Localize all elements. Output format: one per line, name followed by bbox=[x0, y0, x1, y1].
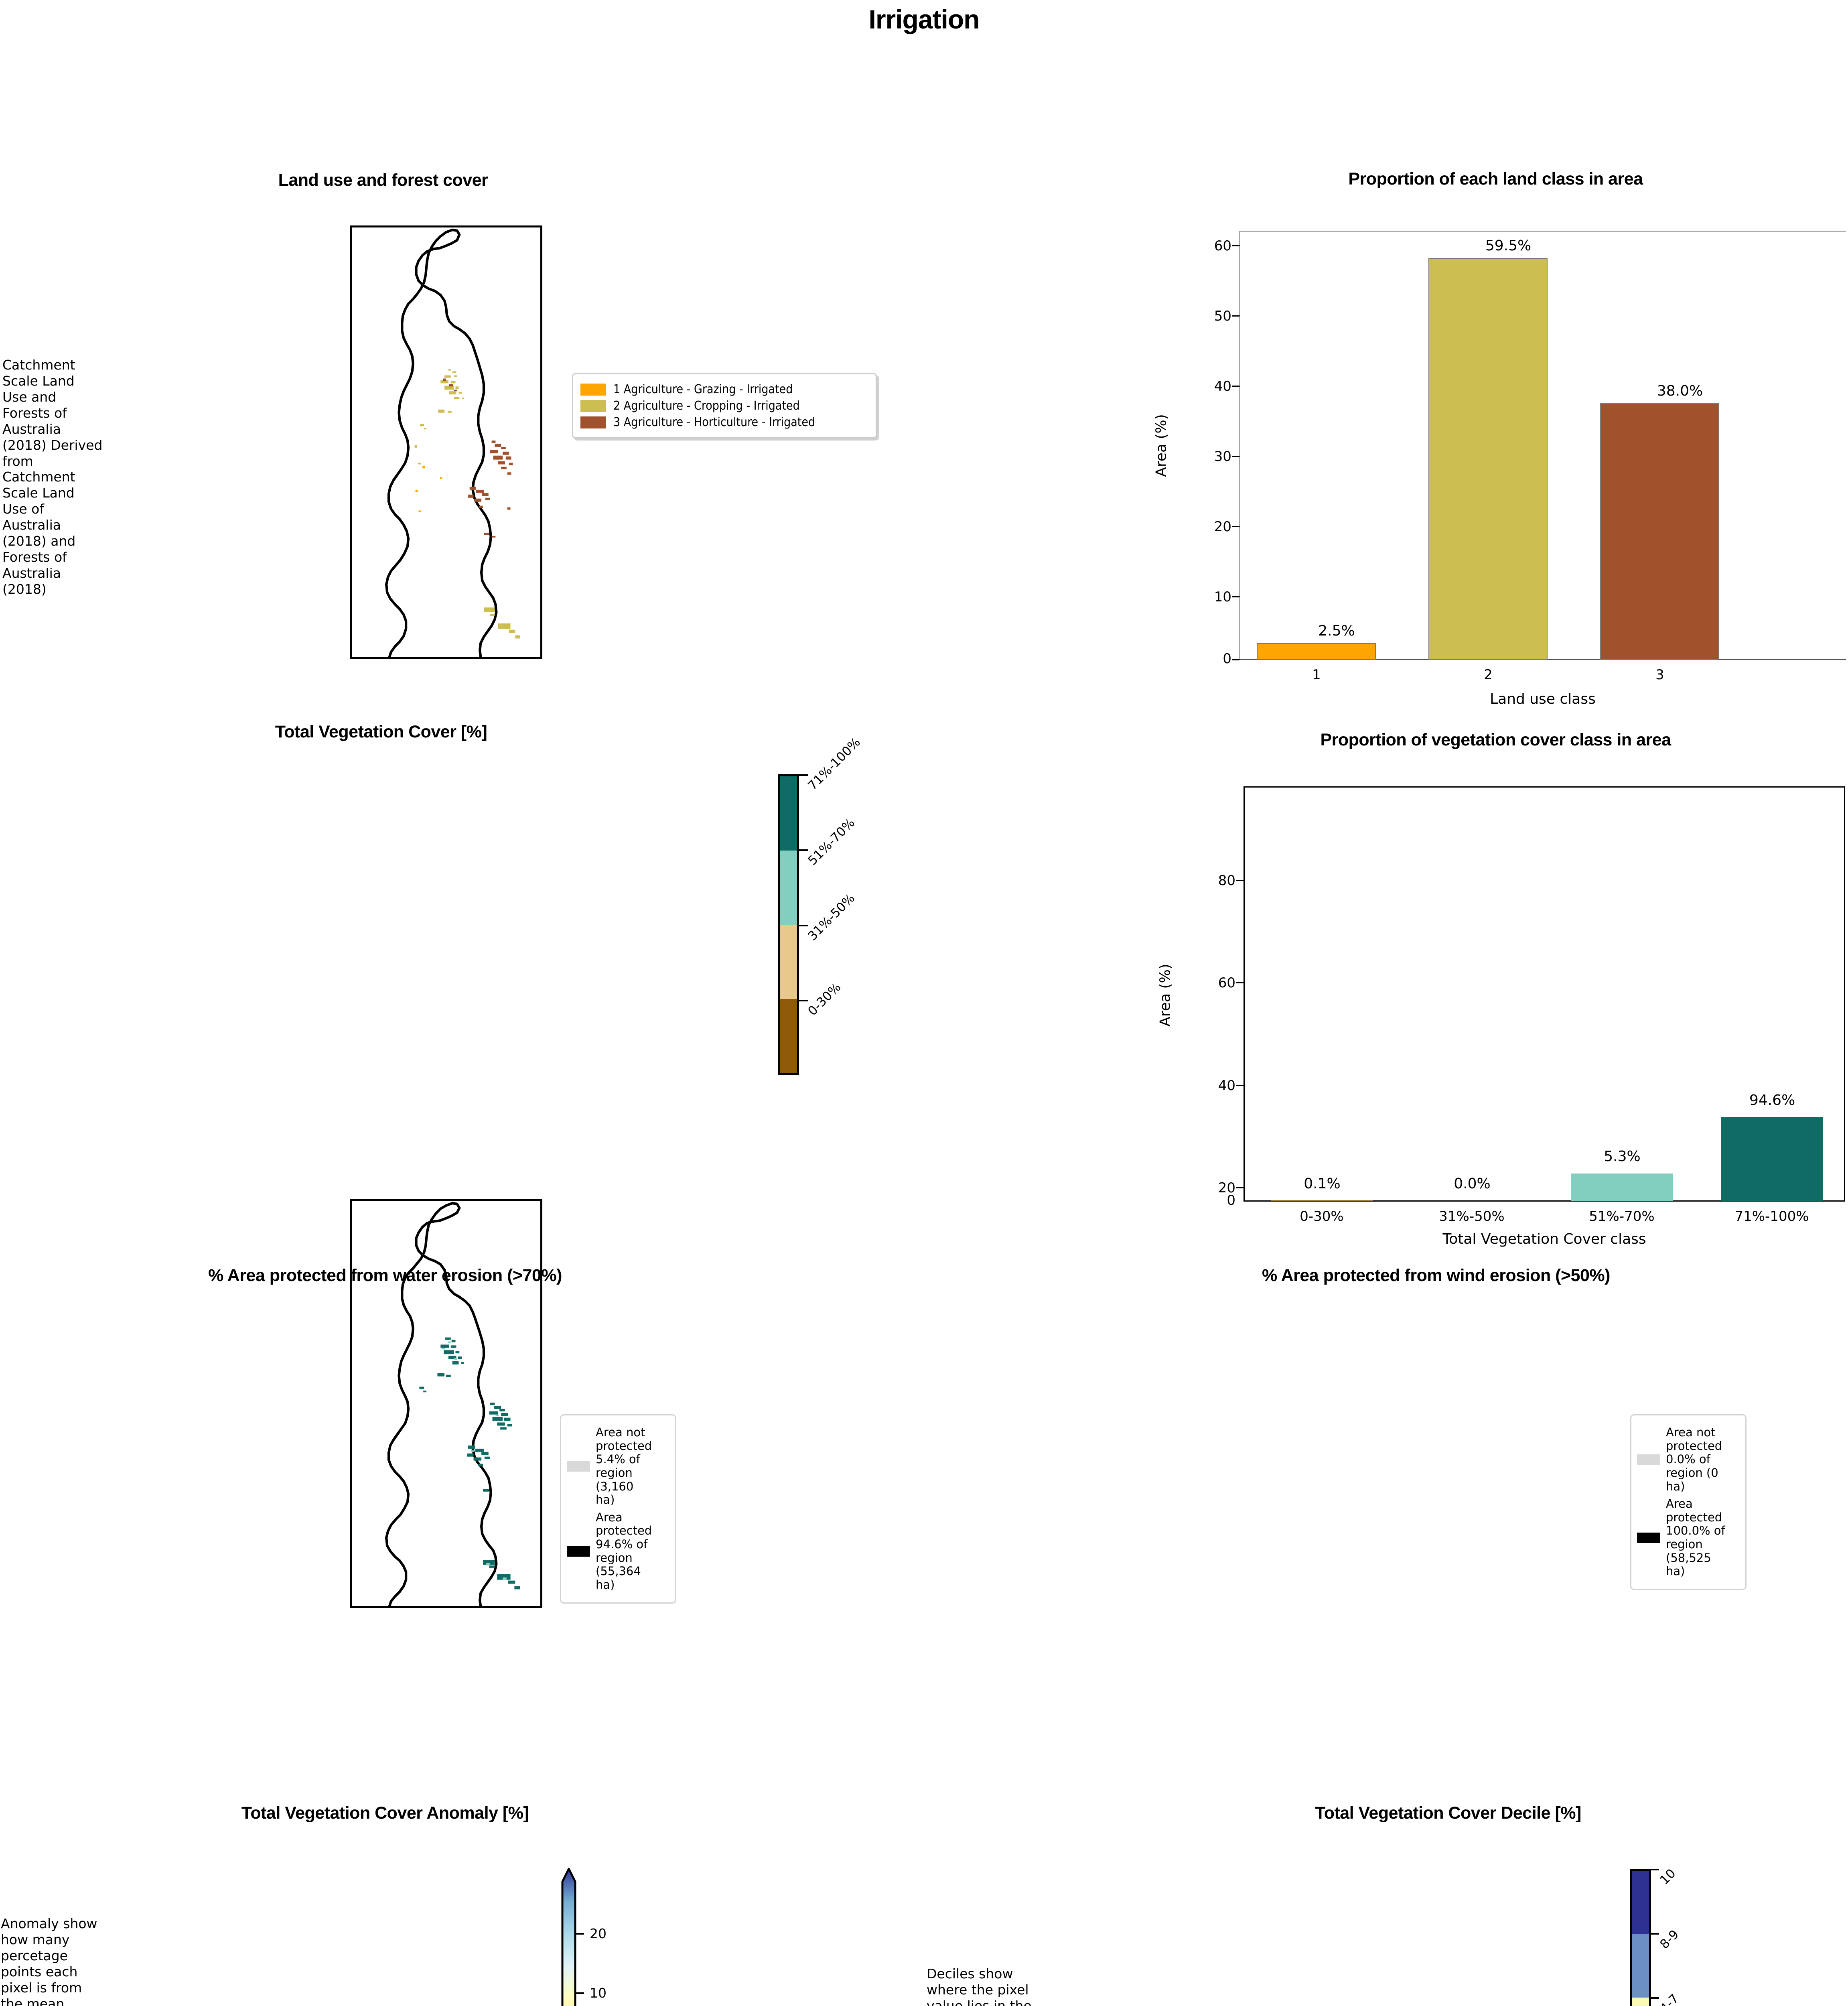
chart1-xtick-1: 1 bbox=[1312, 667, 1321, 683]
decile-cb-label-10: 10 bbox=[1657, 1866, 1679, 1888]
legend-item: Area protected 94.6% of region (55,364 h… bbox=[567, 1511, 669, 1592]
anomaly-colorbar-svg bbox=[561, 1868, 584, 2006]
veg-cb-label-31-50: 31%-50% bbox=[805, 891, 858, 944]
chart2-value-3: 5.3% bbox=[1604, 1148, 1641, 1165]
chart2-value-4: 94.6% bbox=[1749, 1092, 1795, 1109]
chart1-value-3: 38.0% bbox=[1657, 383, 1703, 399]
land-use-source-note: Catchment Scale Land Use and Forests of … bbox=[2, 357, 103, 597]
chart2-xlabel: Total Vegetation Cover class bbox=[1442, 1231, 1646, 1247]
legend-swatch-protected bbox=[567, 1546, 590, 1557]
chart1-ytick-50: 50 bbox=[1214, 308, 1231, 324]
legend-label-grazing: 1 Agriculture - Grazing - Irrigated bbox=[613, 382, 793, 396]
legend-item: 2 Agriculture - Cropping - Irrigated bbox=[580, 399, 868, 413]
chart1-bar-1 bbox=[1257, 643, 1376, 660]
section-title-anomaly: Total Vegetation Cover Anomaly [%] bbox=[241, 1803, 529, 1823]
legend-item: Area protected 100.0% of region (58,525 … bbox=[1637, 1497, 1740, 1578]
chart2-xtick-4: 71%-100% bbox=[1734, 1208, 1809, 1224]
veg-cb-label-51-70: 51%-70% bbox=[805, 815, 858, 868]
decile-cb-label-8-9: 8-9 bbox=[1657, 1927, 1682, 1952]
chart1-ytick-10: 10 bbox=[1214, 589, 1231, 605]
chart1-bar-3 bbox=[1600, 403, 1719, 660]
land-use-pixels bbox=[414, 369, 520, 639]
chart1-ylabel: Area (%) bbox=[1153, 414, 1170, 477]
veg-cover-pixels bbox=[419, 1337, 520, 1590]
chart2-ytick-0: 0 bbox=[1227, 1192, 1235, 1208]
legend-swatch-grazing bbox=[580, 383, 606, 396]
anomaly-colorbar: 20 10 0 −10 −20 bbox=[554, 1862, 714, 2006]
legend-label-cropping: 2 Agriculture - Cropping - Irrigated bbox=[613, 399, 800, 413]
legend-swatch-not-protected bbox=[1637, 1454, 1660, 1465]
legend-item: 1 Agriculture - Grazing - Irrigated bbox=[580, 382, 868, 396]
chart2-xtick-3: 51%-70% bbox=[1589, 1208, 1655, 1224]
anomaly-note: Anomaly show how many percetage points e… bbox=[1, 1916, 97, 2006]
decile-note: Deciles show where the pixel value lies … bbox=[927, 1966, 1032, 2006]
chart2-value-2: 0.0% bbox=[1454, 1176, 1491, 1192]
anomaly-tick-10: 10 bbox=[590, 1985, 607, 2001]
legend-label-protected: Area protected 94.6% of region (55,364 h… bbox=[596, 1510, 652, 1592]
chart2-ytick-60: 60 bbox=[1218, 975, 1235, 991]
chart1-ytick-30: 30 bbox=[1214, 449, 1231, 465]
legend-swatch-horticulture bbox=[580, 416, 606, 428]
legend-label-not-protected: Area not protected 5.4% of region (3,160… bbox=[596, 1425, 652, 1507]
chart2-ytick-20: 20 bbox=[1218, 1180, 1235, 1196]
legend-label-not-protected: Area not protected 0.0% of region (0 ha) bbox=[1666, 1425, 1722, 1493]
catchment-outline bbox=[385, 228, 498, 657]
section-title-veg-cover: Total Vegetation Cover [%] bbox=[275, 722, 487, 741]
chart2-bar-1 bbox=[1271, 1200, 1373, 1201]
veg-cover-outline bbox=[385, 1202, 498, 1606]
decile-colorbar: 10 8-9 4-7 2-3 1 bbox=[1621, 1862, 1781, 2006]
legend-item: Area not protected 5.4% of region (3,160… bbox=[567, 1425, 669, 1507]
section-title-water-erosion: % Area protected from water erosion (>70… bbox=[208, 1266, 562, 1285]
legend-item: 3 Agriculture - Horticulture - Irrigated bbox=[580, 415, 868, 429]
chart2-ylabel: Area (%) bbox=[1157, 964, 1174, 1027]
section-title-wind-erosion: % Area protected from wind erosion (>50%… bbox=[1262, 1266, 1610, 1285]
chart2-xtick-2: 31%-50% bbox=[1439, 1208, 1505, 1224]
chart1-value-1: 2.5% bbox=[1318, 623, 1355, 639]
chart1-ytick-20: 20 bbox=[1214, 519, 1231, 535]
anomaly-tick-20: 20 bbox=[590, 1926, 607, 1941]
legend-item: Area not protected 0.0% of region (0 ha) bbox=[1637, 1425, 1740, 1493]
chart2-value-1: 0.1% bbox=[1304, 1176, 1341, 1192]
veg-cb-label-71-100: 71%-100% bbox=[805, 735, 864, 793]
section-title-decile: Total Vegetation Cover Decile [%] bbox=[1315, 1803, 1581, 1823]
page-title: Irrigation bbox=[868, 4, 980, 34]
chart1-ytick-0: 0 bbox=[1223, 651, 1231, 667]
chart1-ytick-40: 40 bbox=[1214, 378, 1231, 394]
chart1-ytick-60: 60 bbox=[1214, 238, 1231, 254]
chart2-title: Proportion of vegetation cover class in … bbox=[1320, 730, 1671, 749]
legend-label-horticulture: 3 Agriculture - Horticulture - Irrigated bbox=[613, 415, 815, 429]
legend-swatch-protected bbox=[1637, 1533, 1660, 1543]
legend-swatch-not-protected bbox=[567, 1461, 590, 1472]
water-erosion-legend: Area not protected 5.4% of region (3,160… bbox=[560, 1414, 676, 1604]
chart1-xlabel: Land use class bbox=[1490, 691, 1596, 707]
veg-cb-label-0-30: 0-30% bbox=[805, 980, 844, 1019]
decile-cb-label-4-7: 4-7 bbox=[1657, 1991, 1682, 2006]
chart2-bar-3 bbox=[1571, 1174, 1673, 1201]
land-use-legend: 1 Agriculture - Grazing - Irrigated 2 Ag… bbox=[572, 373, 877, 439]
chart1-xtick-3: 3 bbox=[1655, 667, 1664, 683]
chart2-plot-area bbox=[1243, 786, 1845, 1202]
legend-label-protected: Area protected 100.0% of region (58,525 … bbox=[1666, 1497, 1725, 1578]
chart1-bar-2 bbox=[1428, 258, 1548, 660]
land-class-chart: Proportion of each land class in area 60… bbox=[1143, 160, 1848, 722]
wind-erosion-legend: Area not protected 0.0% of region (0 ha)… bbox=[1630, 1414, 1747, 1590]
chart2-bar-4 bbox=[1721, 1117, 1823, 1201]
legend-swatch-cropping bbox=[580, 400, 606, 412]
chart2-ytick-40: 40 bbox=[1218, 1078, 1235, 1094]
section-title-land-use: Land use and forest cover bbox=[278, 171, 488, 190]
veg-class-chart: Proportion of vegetation cover class in … bbox=[1143, 730, 1848, 1252]
chart1-value-2: 59.5% bbox=[1485, 238, 1532, 254]
veg-cover-map bbox=[350, 1199, 542, 1608]
chart1-xtick-2: 2 bbox=[1484, 667, 1493, 683]
veg-cover-colorbar: 71%-100% 51%-70% 31%-50% 0-30% bbox=[746, 735, 907, 1163]
chart2-xtick-1: 0-30% bbox=[1300, 1208, 1344, 1224]
chart2-ytick-80: 80 bbox=[1218, 873, 1235, 889]
land-use-map bbox=[350, 225, 542, 659]
chart1-title: Proportion of each land class in area bbox=[1348, 169, 1643, 189]
